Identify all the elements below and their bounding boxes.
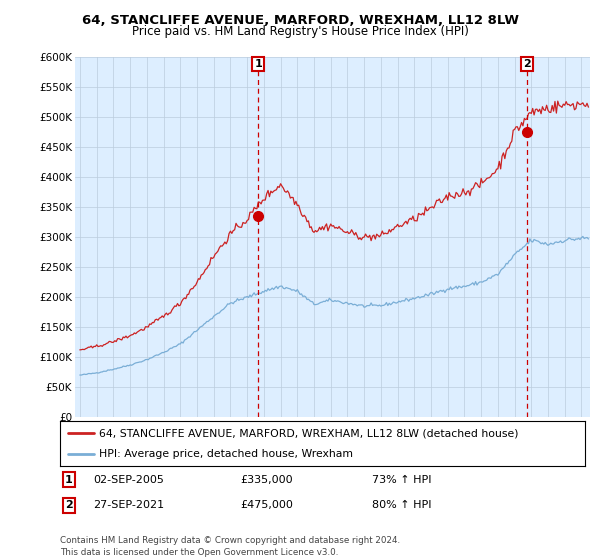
- Text: 73% ↑ HPI: 73% ↑ HPI: [372, 475, 431, 485]
- Text: 64, STANCLIFFE AVENUE, MARFORD, WREXHAM, LL12 8LW: 64, STANCLIFFE AVENUE, MARFORD, WREXHAM,…: [82, 14, 518, 27]
- Text: 80% ↑ HPI: 80% ↑ HPI: [372, 500, 431, 510]
- Text: 27-SEP-2021: 27-SEP-2021: [93, 500, 164, 510]
- Text: Price paid vs. HM Land Registry's House Price Index (HPI): Price paid vs. HM Land Registry's House …: [131, 25, 469, 38]
- Text: 2: 2: [523, 59, 531, 69]
- Text: £335,000: £335,000: [240, 475, 293, 485]
- Text: 1: 1: [65, 475, 73, 485]
- Text: 64, STANCLIFFE AVENUE, MARFORD, WREXHAM, LL12 8LW (detached house): 64, STANCLIFFE AVENUE, MARFORD, WREXHAM,…: [100, 428, 519, 438]
- Text: £475,000: £475,000: [240, 500, 293, 510]
- Text: HPI: Average price, detached house, Wrexham: HPI: Average price, detached house, Wrex…: [100, 449, 353, 459]
- Text: 02-SEP-2005: 02-SEP-2005: [93, 475, 164, 485]
- Text: Contains HM Land Registry data © Crown copyright and database right 2024.
This d: Contains HM Land Registry data © Crown c…: [60, 536, 400, 557]
- Text: 1: 1: [254, 59, 262, 69]
- Text: 2: 2: [65, 500, 73, 510]
